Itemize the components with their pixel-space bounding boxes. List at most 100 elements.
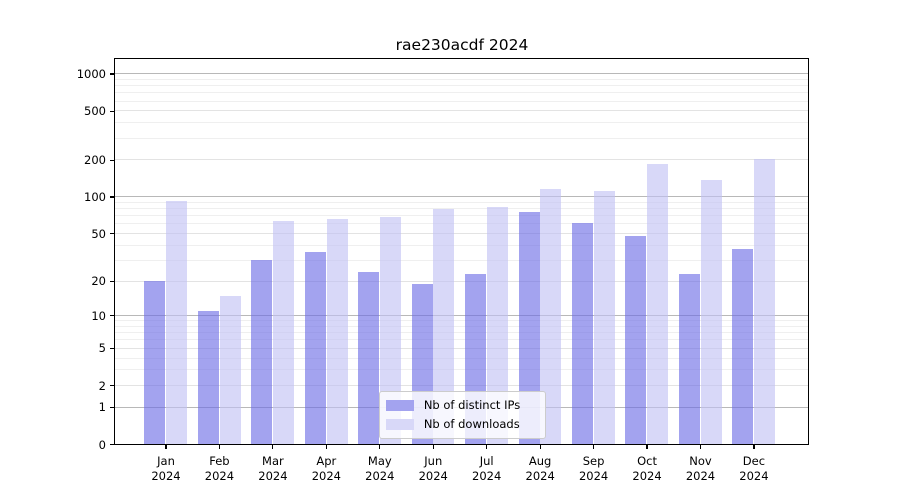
y-minor-gridline xyxy=(114,85,809,87)
bar-nb-of-downloads-jun-2024 xyxy=(433,209,455,445)
chart-title: rae230acdf 2024 xyxy=(395,36,529,54)
y-minor-gridline xyxy=(114,357,809,359)
y-tick-label-50: 50 xyxy=(91,226,106,241)
legend-label: Nb of distinct IPs xyxy=(423,398,521,413)
bar-nb-of-downloads-jan-2024 xyxy=(166,200,188,445)
x-tick-label-nov-2024: Nov 2024 xyxy=(685,454,716,483)
plot-area: Nb of distinct IPs Nb of downloads xyxy=(113,57,810,446)
x-tick-label-dec-2024: Dec 2024 xyxy=(739,454,769,483)
y-tick-label-20: 20 xyxy=(91,274,106,289)
legend-item-nb-of-downloads: Nb of downloads xyxy=(385,415,535,434)
y-minor-gridline xyxy=(114,369,809,371)
x-tick-mark xyxy=(325,445,327,449)
bar-nb-of-distinct-ips-sep-2024 xyxy=(572,222,593,445)
y-minor-gridline xyxy=(114,332,809,334)
x-tick-mark xyxy=(165,445,167,449)
bar-nb-of-downloads-feb-2024 xyxy=(219,295,241,445)
bar-nb-of-downloads-aug-2024 xyxy=(540,188,562,445)
bar-nb-of-downloads-may-2024 xyxy=(380,217,401,445)
y-tick-mark xyxy=(110,159,115,161)
y-tick-label-200: 200 xyxy=(84,153,106,168)
legend-label: Nb of downloads xyxy=(423,417,520,432)
x-tick-mark xyxy=(646,445,648,449)
bar-nb-of-downloads-sep-2024 xyxy=(593,190,615,445)
y-tick-label-100: 100 xyxy=(84,190,106,204)
legend: Nb of distinct IPs Nb of downloads xyxy=(378,390,546,439)
bar-nb-of-distinct-ips-aug-2024 xyxy=(518,212,540,445)
x-tick-label-jan-2024: Jan 2024 xyxy=(151,454,181,483)
y-tick-label-500: 500 xyxy=(84,104,106,119)
legend-swatch-icon xyxy=(385,419,414,430)
y-gridline xyxy=(114,347,809,349)
y-gridline xyxy=(114,110,809,112)
y-tick-mark xyxy=(110,233,115,235)
y-tick-label-1000: 1000 xyxy=(76,67,106,81)
y-tick-label-0: 0 xyxy=(98,437,106,452)
y-minor-gridline xyxy=(114,259,809,261)
y-minor-gridline xyxy=(114,122,809,124)
x-tick-label-oct-2024: Oct 2024 xyxy=(632,454,662,483)
y-tick-label-1: 1 xyxy=(98,400,106,415)
bar-nb-of-distinct-ips-mar-2024 xyxy=(251,260,273,445)
legend-swatch-icon xyxy=(385,400,414,411)
bar-nb-of-distinct-ips-dec-2024 xyxy=(732,249,754,445)
y-minor-gridline xyxy=(114,244,809,246)
bar-nb-of-downloads-mar-2024 xyxy=(273,221,295,445)
y-tick-mark xyxy=(110,315,115,317)
y-gridline xyxy=(114,159,809,161)
y-minor-gridline xyxy=(114,215,809,217)
x-tick-mark xyxy=(379,445,381,449)
y-minor-gridline xyxy=(114,201,809,203)
y-gridline xyxy=(114,73,809,75)
y-minor-gridline xyxy=(114,78,809,80)
bar-nb-of-distinct-ips-feb-2024 xyxy=(197,311,219,445)
x-tick-mark xyxy=(539,445,541,449)
x-tick-mark xyxy=(272,445,274,449)
bar-nb-of-downloads-dec-2024 xyxy=(754,158,776,445)
x-tick-mark xyxy=(218,445,221,449)
x-tick-label-may-2024: May 2024 xyxy=(365,454,395,483)
y-minor-gridline xyxy=(114,339,809,341)
y-tick-label-2: 2 xyxy=(98,378,106,393)
y-gridline xyxy=(114,232,809,234)
x-tick-label-sep-2024: Sep 2024 xyxy=(578,454,609,483)
x-tick-label-feb-2024: Feb 2024 xyxy=(204,454,235,483)
y-tick-mark xyxy=(110,406,115,408)
y-minor-gridline xyxy=(114,137,809,139)
x-tick-label-apr-2024: Apr 2024 xyxy=(311,454,341,483)
x-tick-mark xyxy=(753,445,755,449)
y-tick-mark xyxy=(110,347,115,349)
y-minor-gridline xyxy=(114,208,809,210)
x-tick-mark xyxy=(593,445,595,449)
bar-nb-of-downloads-jul-2024 xyxy=(486,207,508,445)
bar-nb-of-distinct-ips-may-2024 xyxy=(358,271,380,445)
bar-nb-of-distinct-ips-apr-2024 xyxy=(304,252,326,445)
x-tick-label-aug-2024: Aug 2024 xyxy=(525,454,555,483)
y-gridline xyxy=(114,315,809,317)
bar-nb-of-distinct-ips-jan-2024 xyxy=(144,281,166,445)
x-tick-label-jul-2024: Jul 2024 xyxy=(472,454,502,483)
y-tick-mark xyxy=(110,73,115,75)
y-minor-gridline xyxy=(114,100,809,102)
bar-nb-of-distinct-ips-oct-2024 xyxy=(625,235,647,445)
y-minor-gridline xyxy=(114,92,809,94)
x-tick-label-mar-2024: Mar 2024 xyxy=(258,454,288,483)
y-gridline xyxy=(114,384,809,386)
y-tick-mark xyxy=(110,196,115,198)
y-tick-mark xyxy=(110,280,115,282)
x-tick-label-jun-2024: Jun 2024 xyxy=(418,454,448,483)
y-tick-mark xyxy=(110,443,115,446)
bar-nb-of-downloads-apr-2024 xyxy=(326,218,348,445)
y-tick-label-10: 10 xyxy=(91,308,106,323)
y-tick-mark xyxy=(110,110,115,112)
x-tick-mark xyxy=(699,445,702,449)
y-minor-gridline xyxy=(114,325,809,327)
y-gridline xyxy=(114,196,809,198)
bar-nb-of-downloads-oct-2024 xyxy=(647,164,669,445)
x-tick-mark xyxy=(486,445,488,449)
y-tick-label-5: 5 xyxy=(98,341,106,356)
y-gridline xyxy=(114,280,809,282)
bar-nb-of-distinct-ips-nov-2024 xyxy=(678,273,700,445)
legend-item-nb-of-distinct-ips: Nb of distinct IPs xyxy=(385,396,535,415)
